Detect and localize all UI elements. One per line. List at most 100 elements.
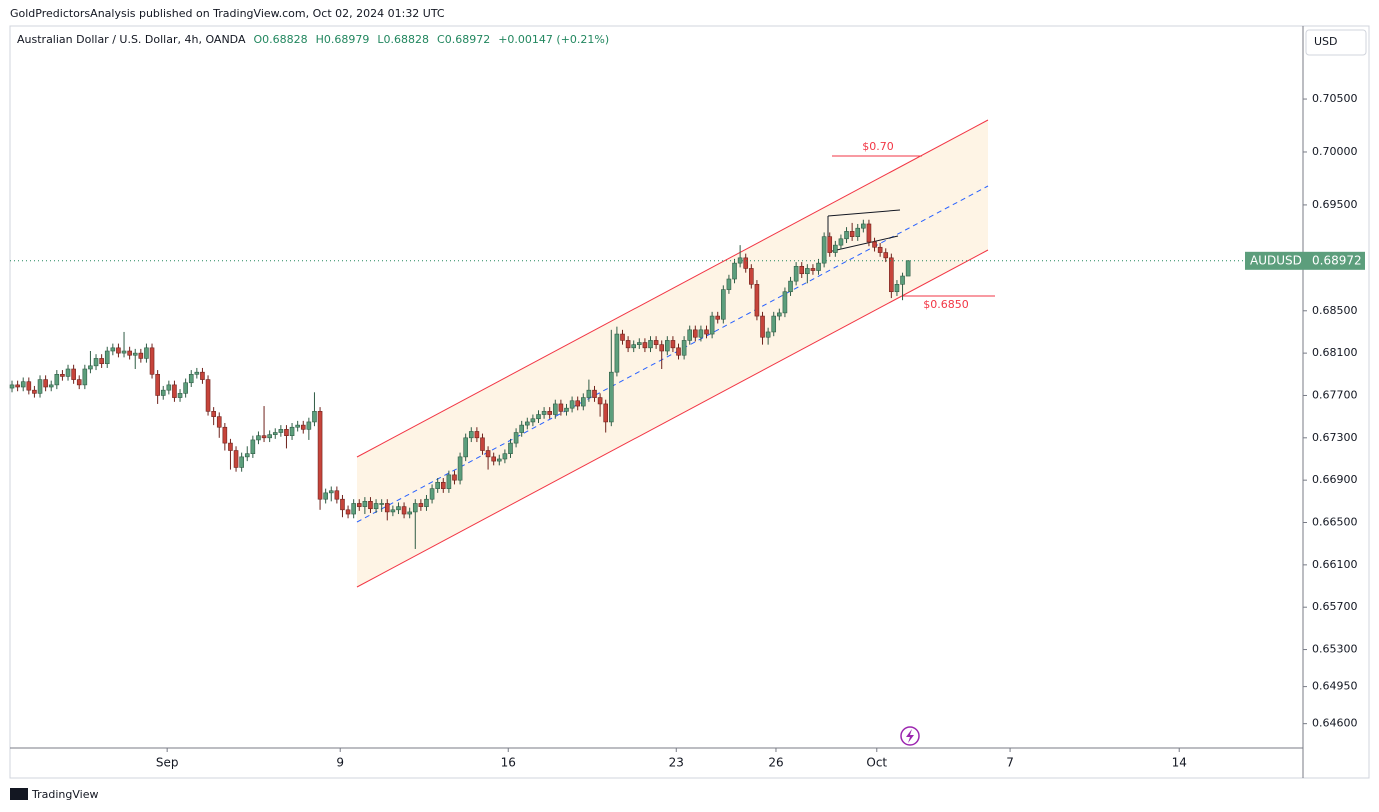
candle-body (200, 371, 205, 380)
candle-body (805, 268, 810, 275)
candle-body (149, 347, 155, 375)
ohlc-value: +0.00147 (+0.21%) (498, 33, 609, 46)
candle-body (524, 421, 530, 426)
x-tick-label: 23 (669, 756, 684, 770)
candle-body (368, 501, 373, 510)
event-icon[interactable] (900, 726, 920, 746)
y-tick-label: 0.64600 (1312, 717, 1358, 730)
candle-body (659, 344, 665, 352)
candle-body (429, 488, 435, 500)
candle-body (463, 437, 468, 458)
candle-body (541, 411, 547, 415)
candle-body (704, 329, 709, 335)
candle-body (345, 509, 351, 515)
candle-body (693, 329, 698, 338)
x-tick-label: 7 (1006, 756, 1014, 770)
candle-body (396, 506, 401, 511)
y-tick-label: 0.66100 (1312, 558, 1358, 571)
currency[interactable]: USD (1314, 35, 1338, 48)
candle-body (698, 329, 704, 338)
candle-body (687, 329, 693, 341)
candle-body (468, 431, 474, 439)
candle-body (312, 411, 317, 423)
candle-body (883, 252, 889, 259)
candle-body (872, 241, 877, 248)
candle-body (586, 389, 592, 398)
candle-body (491, 456, 496, 462)
candle-body (721, 289, 726, 320)
candle-body (138, 352, 144, 359)
candle-body (424, 498, 429, 507)
candle-body (244, 453, 250, 458)
candle-body (597, 397, 603, 405)
ohlc-value: L0.68828 (377, 33, 429, 46)
candle-body (43, 379, 48, 388)
candle-body (155, 373, 160, 396)
candle-body (513, 432, 519, 444)
x-tick-label: 26 (768, 756, 783, 770)
candle-body (390, 509, 396, 513)
candle-body (771, 315, 777, 333)
candle-body (676, 347, 681, 356)
candle-body (838, 238, 844, 246)
brand-logo (10, 788, 28, 800)
annotation-text: $0.70 (862, 140, 894, 153)
candle-body (709, 315, 715, 335)
candle-body (754, 284, 760, 317)
ohlc-value: C0.68972 (437, 33, 490, 46)
candle-body (889, 257, 894, 293)
candle-body (194, 371, 200, 375)
candle-body (88, 365, 93, 370)
candle-body (861, 223, 866, 229)
candle-body (760, 315, 765, 338)
x-tick-label: Oct (866, 756, 887, 770)
y-tick-label: 0.68500 (1312, 304, 1358, 317)
candle-body (603, 403, 609, 423)
candle-body (177, 393, 183, 398)
candle-body (362, 501, 368, 507)
candle-body (82, 368, 88, 386)
legend-title: Australian Dollar / U.S. Dollar, 4h, OAN… (17, 33, 246, 46)
y-tick-label: 0.65700 (1312, 600, 1358, 613)
candle-body (625, 340, 631, 349)
y-tick-label: 0.69500 (1312, 198, 1358, 211)
currency-box[interactable] (1305, 29, 1367, 56)
candle-body (905, 260, 911, 277)
candle-body (132, 352, 138, 356)
candle-body (183, 382, 188, 394)
candle-body (614, 333, 620, 373)
candle-body (793, 266, 799, 282)
candle-body (446, 474, 452, 489)
y-tick-label: 0.67300 (1312, 431, 1358, 444)
candle-body (121, 350, 127, 354)
candle-body (272, 432, 278, 435)
candle-body (110, 347, 116, 352)
candle-body (653, 340, 659, 345)
candle-body (239, 456, 244, 468)
candle-body (670, 340, 676, 349)
candle-body (384, 503, 390, 513)
candle-body (474, 431, 480, 439)
channel-lower (356, 249, 989, 588)
candle-body (900, 275, 905, 285)
candle-body (435, 481, 440, 489)
candle-body (317, 411, 323, 500)
candle-body (76, 379, 82, 386)
candle-body (726, 278, 732, 290)
y-tick-label: 0.67700 (1312, 388, 1358, 401)
candle-body (256, 435, 261, 441)
candle-body (749, 268, 754, 285)
y-tick-label: 0.66900 (1312, 473, 1358, 486)
x-tick-label: 16 (501, 756, 516, 770)
candle-body (765, 331, 771, 338)
ohlc-value: H0.68979 (316, 33, 370, 46)
candle-body (323, 492, 328, 500)
candle-body (782, 291, 788, 314)
candle-body (777, 312, 782, 317)
y-tick-label: 0.68100 (1312, 346, 1358, 359)
candle-body (502, 453, 508, 460)
candle-body (844, 231, 849, 240)
event-icon-bolt (906, 729, 914, 743)
candle-body (681, 340, 687, 356)
